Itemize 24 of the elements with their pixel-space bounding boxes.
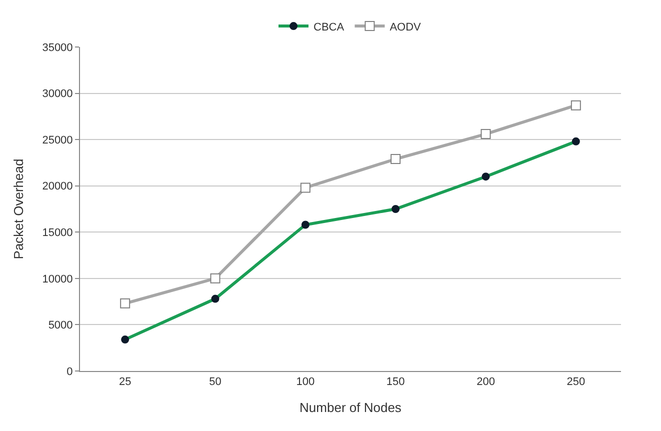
x-tick-label: 100 <box>296 376 315 388</box>
x-axis-title: Number of Nodes <box>300 400 402 415</box>
legend-label: AODV <box>390 21 422 34</box>
x-tick-label: 150 <box>386 376 405 388</box>
y-axis-title: Packet Overhead <box>11 158 26 260</box>
y-tick-label: 25000 <box>42 134 73 146</box>
point <box>300 182 310 193</box>
y-tick-label: 30000 <box>42 88 73 100</box>
legend-label: CBCA <box>314 21 345 34</box>
x-tick-label: 25 <box>118 376 132 388</box>
x-tick-label: 250 <box>566 376 586 388</box>
point <box>210 273 220 284</box>
point <box>570 100 581 110</box>
point <box>480 129 491 140</box>
y-tick-label: 15000 <box>42 226 73 239</box>
point <box>120 298 130 308</box>
y-tick-label: 10000 <box>42 273 73 286</box>
point <box>390 154 401 164</box>
y-tick-label: 35000 <box>42 42 73 54</box>
y-tick-label: 5000 <box>48 320 73 332</box>
y-tick-label: 20000 <box>42 180 73 193</box>
y-tick-label: 0 <box>66 366 73 378</box>
x-tick-label: 50 <box>209 376 222 388</box>
x-tick-label: 200 <box>476 376 495 388</box>
